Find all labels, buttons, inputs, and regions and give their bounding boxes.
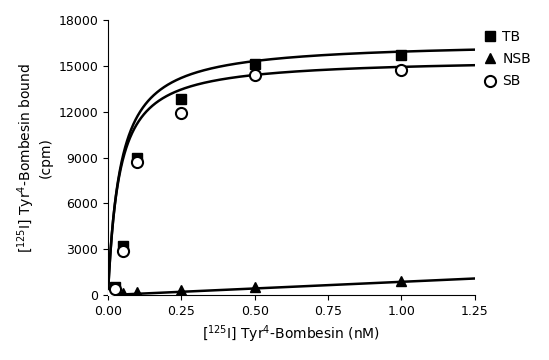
Y-axis label: [$^{125}$I] Tyr$^{4}$-Bombesin bound
(cpm): [$^{125}$I] Tyr$^{4}$-Bombesin bound (cp… [15,63,53,253]
X-axis label: [$^{125}$I] Tyr$^{4}$-Bombesin (nM): [$^{125}$I] Tyr$^{4}$-Bombesin (nM) [202,323,380,345]
Legend: TB, NSB, SB: TB, NSB, SB [481,27,534,91]
